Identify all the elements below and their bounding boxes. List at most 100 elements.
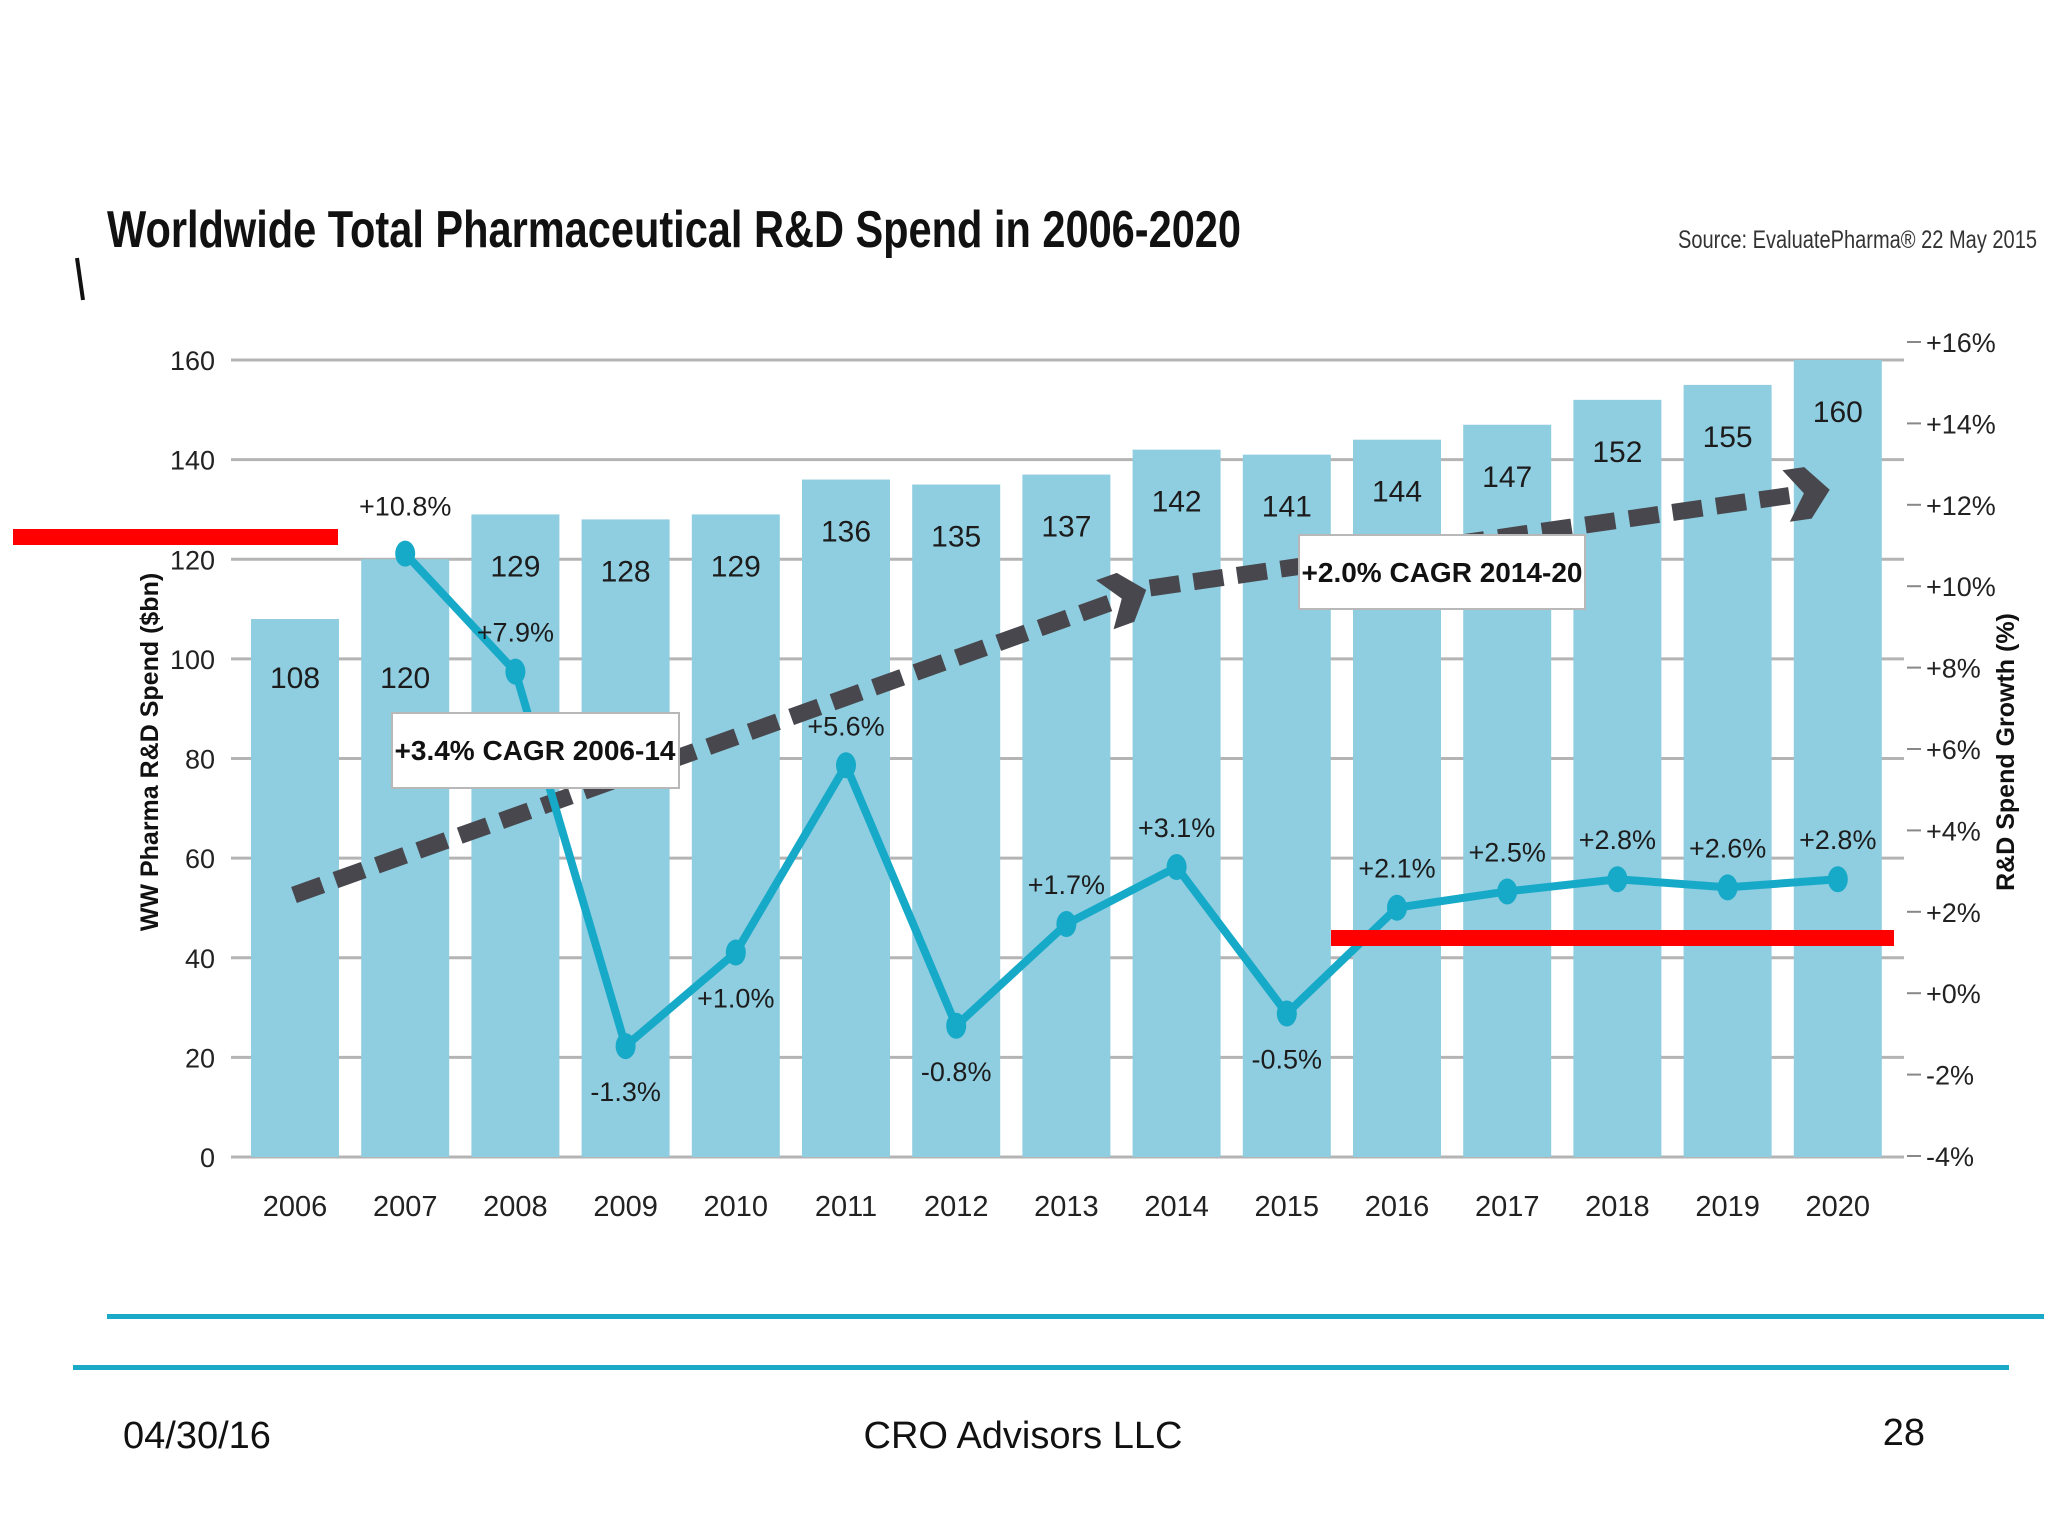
- y-tick-label: 40: [185, 944, 215, 974]
- bar-value-label: 137: [1041, 511, 1091, 544]
- growth-point-2015: [1276, 1000, 1297, 1027]
- bar-value-label: 160: [1813, 396, 1863, 429]
- y2-tick-label: -2%: [1926, 1061, 1974, 1091]
- bar-2009: [581, 519, 670, 1157]
- bar-value-label: 129: [711, 550, 761, 583]
- slide-date: 04/30/16: [123, 1415, 271, 1457]
- growth-point-2016: [1387, 894, 1407, 921]
- divider-line-bottom: [73, 1365, 2009, 1370]
- y2-tick-label: +2%: [1926, 898, 1981, 928]
- growth-value-label: +1.7%: [1028, 870, 1105, 900]
- slide-company: CRO Advisors LLC: [864, 1415, 1183, 1457]
- bar-value-label: 147: [1482, 461, 1532, 494]
- growth-point-2014: [1166, 854, 1187, 881]
- x-tick-label: 2009: [593, 1191, 658, 1223]
- y-tick-label: 80: [185, 745, 215, 775]
- slide-page-number: 28: [1883, 1412, 1925, 1454]
- x-tick-label: 2007: [373, 1191, 438, 1223]
- red-highlight-bar-right: [1331, 930, 1894, 946]
- growth-point-2008: [505, 658, 526, 685]
- divider-line-top: [107, 1314, 2044, 1319]
- bar-value-label: 155: [1703, 421, 1753, 454]
- growth-value-label: -0.5%: [1252, 1045, 1323, 1075]
- growth-value-label: +3.1%: [1138, 813, 1215, 843]
- x-tick-label: 2017: [1475, 1191, 1540, 1223]
- y-tick-label: 140: [170, 446, 215, 476]
- cagr-arrow-2014-20-arrowhead: [1782, 467, 1830, 522]
- growth-value-label: +7.9%: [477, 618, 554, 648]
- y2-tick-label: +0%: [1926, 979, 1981, 1009]
- x-tick-label: 2010: [704, 1191, 769, 1223]
- y-tick-label: 100: [170, 645, 215, 675]
- red-highlight-bar-left: [13, 529, 338, 545]
- growth-value-label: +2.8%: [1579, 825, 1656, 855]
- bar-2008: [471, 514, 560, 1157]
- growth-value-label: +2.1%: [1358, 854, 1435, 884]
- stray-mark: [75, 257, 85, 301]
- bar-2014: [1132, 449, 1221, 1158]
- y2-tick-label: +6%: [1926, 735, 1981, 765]
- bar-value-label: 152: [1592, 436, 1642, 469]
- x-tick-label: 2012: [924, 1191, 989, 1223]
- growth-line-path: [402, 550, 1839, 1051]
- bar-value-label: 144: [1372, 476, 1422, 509]
- growth-value-label: +2.5%: [1469, 837, 1546, 867]
- growth-line: [395, 540, 1848, 1060]
- x-tick-label: 2008: [483, 1191, 548, 1223]
- growth-point-2020: [1827, 866, 1848, 893]
- bar-value-label: 108: [270, 662, 320, 695]
- y-tick-label: 20: [185, 1043, 215, 1073]
- growth-point-2017: [1497, 878, 1518, 905]
- chart-source: Source: EvaluatePharma® 22 May 2015: [1678, 226, 2037, 254]
- bar-value-label: 120: [380, 662, 430, 695]
- y2-tick-label: +14%: [1926, 409, 1996, 439]
- growth-value-label: -0.8%: [921, 1057, 992, 1087]
- y-tick-label: 160: [170, 346, 215, 376]
- y-tick-label: 120: [170, 545, 215, 575]
- growth-value-label: +2.6%: [1689, 833, 1766, 863]
- growth-value-label: +5.6%: [807, 711, 884, 741]
- growth-point-2013: [1056, 911, 1077, 938]
- bar-value-label: 129: [490, 550, 540, 583]
- bar-value-label: 135: [931, 521, 981, 554]
- x-tick-label: 2014: [1144, 1191, 1209, 1223]
- x-tick-label: 2011: [815, 1191, 877, 1223]
- y-tick-label: 0: [200, 1143, 215, 1173]
- x-tick-label: 2006: [263, 1191, 328, 1223]
- bar-2010: [691, 514, 780, 1157]
- growth-point-2012: [946, 1012, 967, 1039]
- x-tick-label: 2019: [1695, 1191, 1760, 1223]
- y2-tick-label: +12%: [1926, 491, 1996, 521]
- growth-point-2007: [395, 540, 416, 567]
- data-labels: 108 120 129 128 129 136 135 137 142 141 144 147 152 1…: [270, 396, 1876, 1107]
- growth-point-2019: [1717, 874, 1738, 901]
- cagr-box-2006-14: +3.4% CAGR 2006-14: [391, 712, 680, 789]
- growth-point-2010: [725, 939, 746, 966]
- growth-point-2018: [1607, 866, 1628, 893]
- bar-value-label: 128: [601, 555, 651, 588]
- bar-value-label: 142: [1152, 486, 1202, 519]
- bar-2012: [912, 484, 1001, 1157]
- chart-title: Worldwide Total Pharmaceutical R&D Spend…: [107, 201, 1241, 259]
- axes: 0 20 40 60 80 100 120 140 160 -4% -2% +0% +2% +4% +6% +…: [170, 328, 1996, 1223]
- y2-tick-label: +16%: [1926, 328, 1996, 358]
- y2-tick-label: +4%: [1926, 816, 1981, 846]
- x-tick-label: 2020: [1806, 1191, 1871, 1223]
- bar-value-label: 141: [1262, 491, 1312, 524]
- growth-value-label: +10.8%: [359, 492, 451, 522]
- y2-axis-label: R&D Spend Growth (%): [1992, 613, 2020, 891]
- cagr-label-2014-20: +2.0% CAGR 2014-20: [1302, 557, 1583, 588]
- growth-point-2011: [836, 752, 856, 779]
- cagr-label-2006-14: +3.4% CAGR 2006-14: [395, 735, 676, 766]
- cagr-arrow-2006-14-line: [291, 591, 1121, 904]
- x-tick-label: 2013: [1034, 1191, 1099, 1223]
- growth-point-2009: [615, 1033, 636, 1060]
- cagr-arrow-2006-14-arrowhead: [1096, 572, 1147, 630]
- x-tick-label: 2015: [1255, 1191, 1320, 1223]
- y2-tick-label: -4%: [1926, 1142, 1974, 1172]
- cagr-box-2014-20: +2.0% CAGR 2014-20: [1298, 534, 1586, 610]
- growth-value-label: +2.8%: [1799, 825, 1876, 855]
- bar-value-label: 136: [821, 516, 871, 549]
- growth-value-label: +1.0%: [697, 984, 774, 1014]
